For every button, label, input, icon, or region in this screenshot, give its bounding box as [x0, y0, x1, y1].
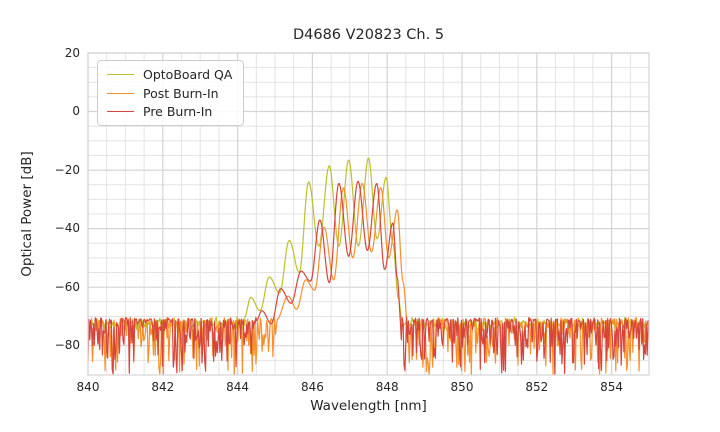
y-tick-label: −40 [54, 221, 80, 236]
x-tick-label: 852 [525, 380, 549, 394]
x-tick-label: 842 [151, 380, 175, 394]
legend-line-swatch [107, 111, 134, 113]
y-tick-label: 20 [64, 45, 80, 60]
legend-item: Post Burn-In [107, 84, 237, 103]
legend-item: Pre Burn-In [107, 102, 237, 121]
x-tick-label: 844 [226, 380, 250, 394]
legend-item-label: OptoBoard QA [143, 66, 233, 82]
x-tick-label: 846 [300, 380, 324, 394]
x-axis-label: Wavelength [nm] [310, 398, 427, 414]
chart-title: D4686 V20823 Ch. 5 [292, 27, 445, 43]
x-tick-label: 854 [600, 380, 624, 394]
x-tick-label: 840 [76, 380, 100, 394]
legend: OptoBoard QA Post Burn-In Pre Burn-In [97, 60, 244, 126]
y-tick-label: 0 [72, 104, 80, 119]
legend-item-label: Pre Burn-In [143, 104, 213, 120]
x-tick-label: 850 [450, 380, 474, 394]
y-tick-label: −60 [54, 279, 80, 294]
y-tick-label: −20 [54, 162, 80, 177]
x-tick-label: 848 [375, 380, 399, 394]
legend-item: OptoBoard QA [107, 65, 237, 84]
legend-item-label: Post Burn-In [143, 85, 219, 101]
legend-line-swatch [107, 92, 134, 94]
y-tick-label: −80 [54, 338, 80, 353]
legend-line-swatch [107, 73, 134, 75]
y-axis-label: Optical Power [dB] [19, 151, 35, 277]
